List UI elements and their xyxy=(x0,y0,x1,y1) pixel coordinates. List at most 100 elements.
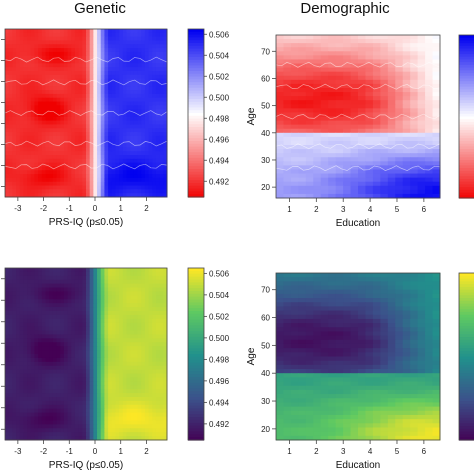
heatmap-cell xyxy=(86,193,91,198)
heatmap-cell xyxy=(63,36,69,41)
heatmap-cell xyxy=(8,432,13,437)
heatmap-cell xyxy=(41,397,46,402)
heatmap-cell xyxy=(93,311,98,316)
heatmap-cell xyxy=(163,357,168,363)
heatmap-cell xyxy=(16,147,21,152)
heatmap-cell xyxy=(365,189,374,195)
heatmap-cell xyxy=(63,314,69,320)
heatmap-cell xyxy=(12,361,17,367)
heatmap-cell xyxy=(108,436,113,441)
heatmap-cell xyxy=(148,393,153,398)
heatmap-cell xyxy=(122,135,127,141)
heatmap-cell xyxy=(130,271,135,277)
heatmap-cell xyxy=(52,97,58,103)
heatmap-cell xyxy=(49,132,54,137)
heatmap-cell xyxy=(133,279,139,285)
heatmap-cell xyxy=(159,189,164,194)
heatmap-cell xyxy=(133,424,139,429)
heatmap-cell xyxy=(108,318,113,324)
colorbar-swatch xyxy=(188,45,204,50)
heatmap-cell xyxy=(30,307,35,312)
heatmap-cell xyxy=(27,151,32,156)
heatmap-cell xyxy=(358,185,366,191)
heatmap-cell xyxy=(119,139,124,145)
heatmap-cell xyxy=(86,268,91,273)
heatmap-cell xyxy=(74,113,80,118)
heatmap-cell xyxy=(350,51,359,56)
heatmap-cell xyxy=(141,334,146,339)
heatmap-cell xyxy=(152,185,157,190)
heatmap-cell xyxy=(320,189,329,195)
heatmap-cell xyxy=(144,275,150,281)
heatmap-cell xyxy=(126,151,131,156)
heatmap-cell xyxy=(313,100,322,105)
heatmap-cell xyxy=(23,338,28,343)
heatmap-cell xyxy=(152,93,157,99)
heatmap-cell xyxy=(137,40,142,45)
heatmap-cell xyxy=(144,189,150,194)
heatmap-cell xyxy=(34,393,39,398)
heatmap-cell xyxy=(163,105,168,110)
heatmap-cell xyxy=(16,338,21,343)
heatmap-cell xyxy=(313,132,322,138)
heatmap-cell xyxy=(74,193,80,198)
heatmap-cell xyxy=(163,55,168,61)
heatmap-cell xyxy=(100,109,105,114)
heatmap-cell xyxy=(320,39,329,44)
heatmap-cell xyxy=(30,416,35,421)
heatmap-cell xyxy=(60,109,65,114)
heatmap-cell xyxy=(41,86,46,91)
heatmap-cell xyxy=(78,361,83,367)
heatmap-cell xyxy=(86,74,91,80)
heatmap-cell xyxy=(60,365,65,371)
heatmap-cell xyxy=(74,420,80,425)
heatmap-cell xyxy=(126,67,131,72)
heatmap-cell xyxy=(82,36,87,41)
heatmap-cell xyxy=(137,132,142,137)
heatmap-cell xyxy=(89,408,94,414)
heatmap-cell xyxy=(100,271,105,277)
heatmap-cell xyxy=(163,63,168,68)
heatmap-cell xyxy=(86,287,91,292)
heatmap-cell xyxy=(74,279,80,285)
heatmap-cell xyxy=(34,416,39,421)
heatmap-cell xyxy=(130,397,135,402)
heatmap-cell xyxy=(119,48,124,53)
heatmap-cell xyxy=(41,29,46,34)
heatmap-cell xyxy=(38,436,43,441)
heatmap-cell xyxy=(49,90,54,95)
heatmap-cell xyxy=(74,432,80,437)
heatmap-cell xyxy=(63,174,69,179)
heatmap-cell xyxy=(8,158,13,164)
heatmap-cell xyxy=(63,311,69,316)
heatmap-cell xyxy=(152,166,157,171)
heatmap-cell xyxy=(27,93,32,99)
heatmap-cell xyxy=(27,135,32,141)
heatmap-cell xyxy=(159,86,164,91)
heatmap-cell xyxy=(115,303,120,308)
heatmap-cell xyxy=(67,71,72,76)
heatmap-cell xyxy=(93,303,98,308)
heatmap-cell xyxy=(320,83,329,89)
heatmap-cell xyxy=(19,322,24,328)
heatmap-cell xyxy=(104,193,109,198)
heatmap-cell xyxy=(97,428,102,433)
heatmap-cell xyxy=(74,93,80,99)
heatmap-cell xyxy=(23,416,28,421)
heatmap-cell xyxy=(56,120,61,125)
heatmap-cell xyxy=(358,161,366,166)
heatmap-cell xyxy=(63,412,69,418)
heatmap-cell xyxy=(133,101,139,106)
heatmap-cell xyxy=(108,330,113,335)
heatmap-cell xyxy=(343,189,352,195)
heatmap-cell xyxy=(5,385,10,390)
heatmap-cell xyxy=(350,55,359,60)
heatmap-cell xyxy=(276,169,284,175)
heatmap-cell xyxy=(71,181,76,187)
heatmap-cell xyxy=(144,185,150,190)
heatmap-cell xyxy=(133,291,139,296)
heatmap-cell xyxy=(16,44,21,49)
heatmap-cell xyxy=(56,271,61,277)
heatmap-cell xyxy=(16,268,21,273)
heatmap-cell xyxy=(41,354,46,359)
